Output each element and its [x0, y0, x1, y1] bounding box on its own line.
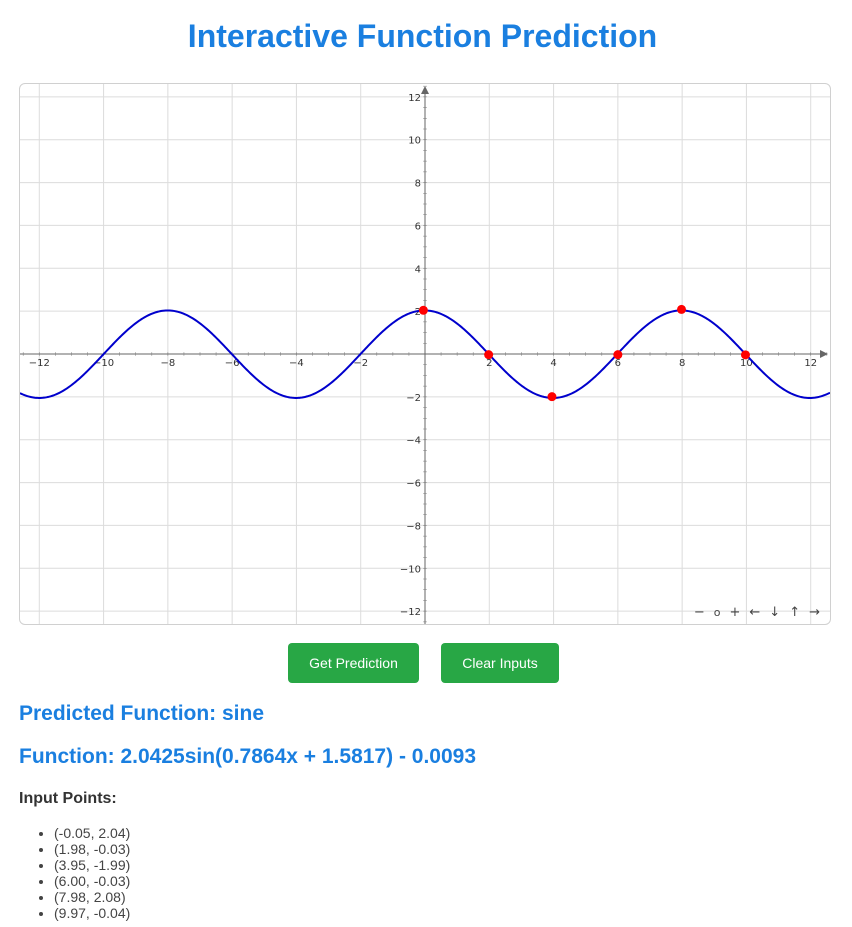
input-point-marker	[418, 305, 428, 315]
graph-canvas[interactable]: −12−12−10−10−8−8−6−6−4−4−2−2224466881010…	[20, 84, 830, 624]
zoom-out-button[interactable]: −	[693, 605, 705, 620]
y-tick-label: 6	[415, 221, 421, 232]
x-axis-arrow	[820, 350, 828, 358]
y-tick-label: −10	[400, 564, 421, 575]
pan-down-button[interactable]: ↓	[769, 605, 781, 620]
x-tick-label: 12	[804, 358, 817, 369]
input-points-heading: Input Points:	[19, 790, 117, 807]
graph-board[interactable]: −12 −12 −10 −10 −8 −8 −6 −6 −4 −4 −2 −2 2 2 4 4 6 6 8 8 10 10…	[19, 83, 831, 625]
zoom-reset-button[interactable]: o	[713, 606, 721, 619]
x-tick-label: −6	[225, 358, 240, 369]
input-point-marker	[677, 304, 686, 314]
y-tick-label: 4	[415, 264, 421, 275]
input-point-item: (1.98, -0.03)	[54, 841, 130, 857]
board-navigation: − o + ← ↓ ↑ →	[694, 605, 820, 620]
input-points-list: (-0.05, 2.04) (1.98, -0.03) (3.95, -1.99…	[19, 825, 130, 921]
x-tick-label: −4	[289, 358, 304, 369]
y-tick-label: 10	[408, 136, 421, 147]
zoom-in-button[interactable]: +	[729, 605, 741, 620]
x-tick-label: 6	[615, 358, 621, 369]
pan-right-button[interactable]: →	[809, 605, 820, 620]
y-axis-arrow	[421, 86, 429, 94]
y-tick-label: 12	[408, 93, 421, 104]
y-tick-label: −2	[406, 393, 421, 404]
y-tick-label: −4	[406, 436, 421, 447]
input-point-marker	[547, 392, 557, 402]
input-point-item: (7.98, 2.08)	[54, 889, 130, 905]
x-tick-label: 2	[486, 358, 492, 369]
input-point-item: (6.00, -0.03)	[54, 873, 130, 889]
y-tick-label: −8	[406, 521, 421, 532]
y-tick-label: −6	[406, 479, 421, 490]
page-title: Interactive Function Prediction	[187, 18, 658, 54]
predicted-function-type: Predicted Function: sine	[19, 702, 265, 725]
x-tick-label: 4	[550, 358, 556, 369]
x-tick-label: 8	[679, 358, 685, 369]
predicted-function-formula: Function: 2.0425sin(0.7864x + 1.5817) - …	[19, 745, 476, 768]
y-tick-label: 2	[415, 307, 421, 318]
x-tick-label: −12	[29, 358, 50, 369]
input-point-item: (9.97, -0.04)	[54, 905, 130, 921]
x-tick-label: 10	[740, 358, 753, 369]
input-point-item: (-0.05, 2.04)	[54, 825, 130, 841]
x-tick-label: −2	[353, 358, 368, 369]
y-tick-label: −12	[400, 607, 421, 618]
input-point-marker	[613, 350, 623, 360]
get-prediction-button[interactable]: Get Prediction	[288, 643, 419, 683]
input-point-item: (3.95, -1.99)	[54, 857, 130, 873]
clear-inputs-button[interactable]: Clear Inputs	[441, 643, 559, 683]
y-tick-label: 8	[415, 179, 421, 190]
pan-up-button[interactable]: ↑	[789, 605, 801, 620]
x-tick-label: −8	[160, 358, 175, 369]
input-point-marker	[740, 350, 750, 360]
pan-left-button[interactable]: ←	[749, 605, 761, 620]
input-point-marker	[484, 350, 494, 360]
x-tick-label: −10	[93, 358, 114, 369]
